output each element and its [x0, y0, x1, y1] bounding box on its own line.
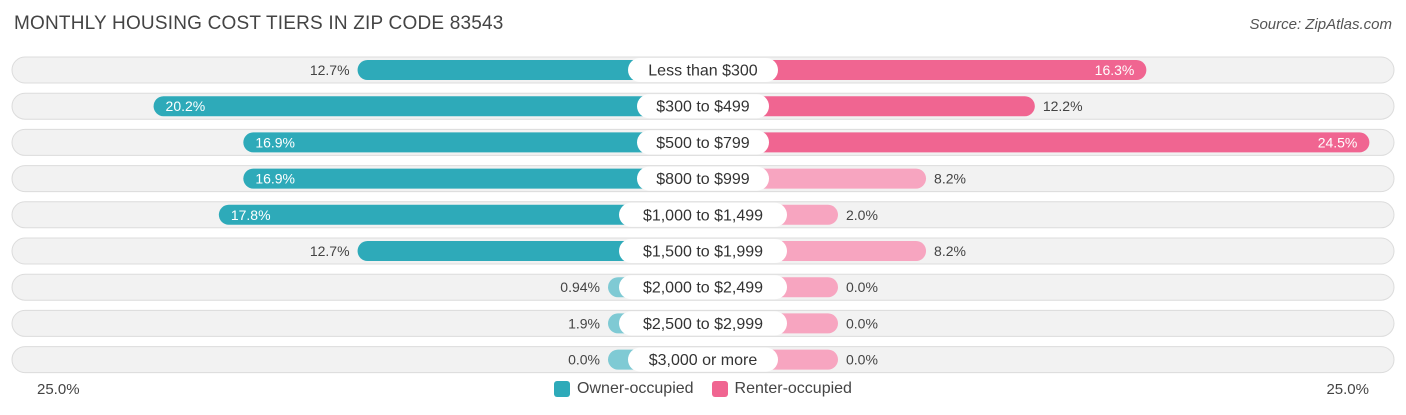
renter-value-label: 0.0% [846, 315, 878, 331]
category-label: $500 to $799 [656, 135, 750, 152]
renter-value-label: 12.2% [1043, 98, 1083, 114]
renter-value-label: 8.2% [934, 243, 966, 259]
category-pill [637, 94, 769, 119]
category-pill [619, 311, 787, 336]
renter-value-label: 0.0% [846, 352, 878, 368]
legend-item-owner: Owner-occupied [554, 380, 694, 398]
category-label: $1,000 to $1,499 [643, 207, 763, 224]
chart-row: 17.8% 2.0% $1,000 to $1,499 [11, 201, 1395, 229]
chart-row: 0.94% 0.0% $2,000 to $2,499 [11, 273, 1395, 301]
renter-bar [703, 132, 1370, 153]
chart-row: 16.9% 24.5% $500 to $799 [11, 128, 1395, 156]
legend-label-renter: Renter-occupied [734, 380, 852, 397]
owner-value-label: 0.94% [560, 279, 600, 295]
category-pill [619, 239, 787, 263]
owner-value-label: 1.9% [568, 315, 600, 331]
renter-value-label: 24.5% [1318, 134, 1358, 150]
legend-item-renter: Renter-occupied [711, 380, 852, 398]
category-label: $300 to $499 [656, 99, 750, 116]
legend-swatch-renter [711, 381, 728, 397]
renter-value-label: 0.0% [846, 279, 878, 295]
chart-row: 1.9% 0.0% $2,500 to $2,999 [11, 309, 1395, 337]
chart-row: 0.0% 0.0% $3,000 or more [11, 346, 1395, 374]
chart-title: MONTHLY HOUSING COST TIERS IN ZIP CODE 8… [14, 13, 504, 34]
owner-bar [218, 204, 703, 225]
category-pill [619, 202, 787, 227]
category-pill [628, 58, 778, 82]
category-pill [637, 130, 769, 155]
category-pill [619, 275, 787, 300]
owner-value-label: 0.0% [568, 352, 600, 368]
owner-value-label: 16.9% [255, 134, 295, 150]
owner-bar [243, 132, 703, 153]
chart-row: 20.2% 12.2% $300 to $499 [11, 92, 1395, 120]
owner-value-label: 12.7% [310, 243, 350, 259]
owner-value-label: 16.9% [255, 171, 295, 187]
legend: Owner-occupied Renter-occupied [0, 380, 1406, 398]
legend-swatch-owner [554, 381, 571, 397]
category-label: $800 to $999 [656, 171, 750, 188]
owner-bar [357, 60, 703, 80]
renter-value-label: 16.3% [1095, 62, 1135, 78]
owner-value-label: 20.2% [166, 98, 206, 114]
category-label: $2,500 to $2,999 [643, 316, 763, 333]
legend-label-owner: Owner-occupied [577, 380, 694, 397]
diverging-bar-chart: 12.7% 16.3% Less than $300 20.2% 12.2% $300 t… [11, 56, 1395, 374]
chart-row: 12.7% 8.2% $1,500 to $1,999 [11, 237, 1395, 265]
category-pill [637, 166, 769, 191]
renter-bar [703, 96, 1035, 117]
renter-bar [703, 60, 1147, 80]
category-label: $2,000 to $2,499 [643, 280, 763, 297]
source-label: Source: ZipAtlas.com [1249, 16, 1392, 33]
renter-value-label: 8.2% [934, 171, 966, 187]
chart-row: 16.9% 8.2% $800 to $999 [11, 165, 1395, 193]
owner-bar [153, 96, 703, 117]
renter-value-label: 2.0% [846, 207, 878, 223]
owner-bar [243, 168, 703, 189]
chart-row: 12.7% 16.3% Less than $300 [11, 56, 1395, 84]
owner-value-label: 17.8% [231, 207, 271, 223]
category-label: Less than $300 [648, 63, 758, 80]
axis-left-label: 25.0% [37, 381, 80, 398]
category-label: $3,000 or more [649, 352, 758, 369]
owner-value-label: 12.7% [310, 62, 350, 78]
axis-right-label: 25.0% [1326, 381, 1369, 398]
owner-bar [357, 241, 703, 261]
category-label: $1,500 to $1,999 [643, 244, 763, 261]
category-pill [628, 347, 778, 372]
